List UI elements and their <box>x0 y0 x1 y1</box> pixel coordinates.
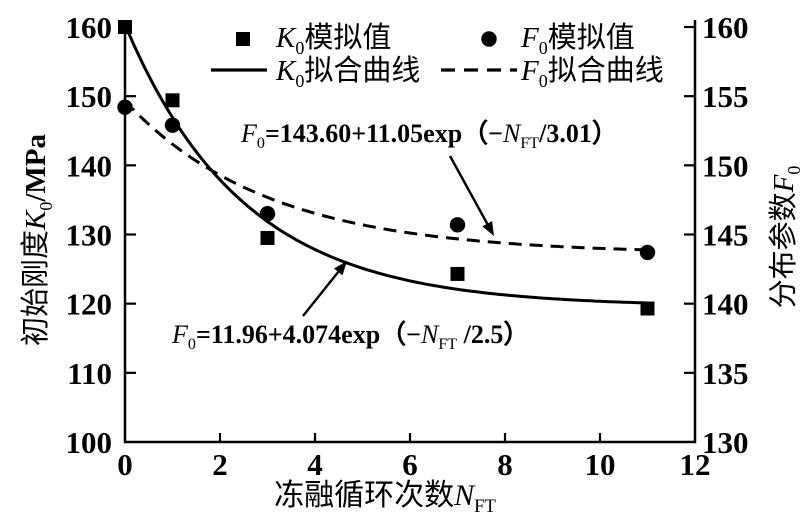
eq-open-paren: （− <box>380 320 421 349</box>
right-axis-title: 分布参数F0 <box>760 165 804 309</box>
eq-nvar: N <box>502 119 521 148</box>
k0-sim-point <box>118 20 132 34</box>
legend-item-f0-fit: F0拟合曲线 <box>521 55 664 91</box>
eq-nsub: FT <box>438 336 458 354</box>
eq-sub: 0 <box>256 135 265 153</box>
y-left-tick-label: 130 <box>66 218 113 253</box>
y-right-tick-label: 145 <box>702 218 749 253</box>
arrow-to-k0-curve-head <box>334 261 347 276</box>
f0-fit-curve <box>123 99 653 252</box>
right-axis-title-sub: 0 <box>783 165 804 175</box>
legend-item-f0-sim: F0模拟值 <box>521 22 635 58</box>
f0-sim-point <box>449 217 466 233</box>
right-axis-title-cjk: 分布参数 <box>768 192 800 309</box>
arrow-to-f0-curve <box>448 155 491 229</box>
left-axis-title-cjk: 初始刚度 <box>20 229 52 346</box>
legend-var: K <box>276 22 296 54</box>
k0-sim-point <box>165 93 180 108</box>
legend-sub: 0 <box>538 37 548 58</box>
left-axis-title-unit: /MPa <box>20 134 52 202</box>
eq-body: =11.96+4.074exp <box>195 320 381 349</box>
legend-circle-marker <box>481 31 497 47</box>
left-axis-title: 初始刚度K0/MPa <box>12 134 56 346</box>
y-left-tick-label: 120 <box>66 287 113 322</box>
legend-square-marker <box>236 32 250 46</box>
y-right-tick-label: 140 <box>702 287 749 322</box>
y-right-tick-label: 130 <box>702 425 749 460</box>
legend-var: F <box>521 22 539 54</box>
legend-text: 模拟值 <box>304 22 392 54</box>
f0-sim-point <box>639 244 656 261</box>
legend-var: F <box>521 55 539 87</box>
y-left-tick-label: 100 <box>66 425 113 460</box>
y-left-tick-label: 160 <box>66 10 113 45</box>
left-axis-title-var: K <box>20 210 52 230</box>
arrow-to-f0-curve-head <box>482 221 494 236</box>
x-axis-title-cjk: 冻融循环次数 <box>274 479 455 512</box>
x-axis-title-var: N <box>454 479 475 512</box>
x-tick-label: 12 <box>680 447 711 482</box>
x-tick-label: 8 <box>497 447 513 482</box>
legend-sub: 0 <box>295 37 305 58</box>
legend-text: 拟合曲线 <box>304 55 421 87</box>
y-right-tick-label: 160 <box>702 10 749 45</box>
annotation-f0-equation: F0=143.60+11.05exp（−NFT/3.01） <box>241 119 618 153</box>
x-tick-label: 0 <box>117 447 133 482</box>
f0-sim-point <box>164 117 181 133</box>
k0-sim-point <box>450 266 465 281</box>
f0-sim-point <box>117 99 133 115</box>
legend-var: K <box>276 55 296 87</box>
y-right-tick-label: 150 <box>702 148 749 183</box>
eq-close-paren: /3.01） <box>539 119 618 148</box>
eq-open-paren: （− <box>462 119 503 148</box>
eq-close-paren: /2.5） <box>457 320 530 349</box>
f0-sim-point <box>259 206 276 222</box>
k0-sim-point <box>640 301 655 316</box>
legend-sub: 0 <box>538 70 548 91</box>
arrow-to-k0-curve <box>302 267 343 317</box>
right-axis-title-var: F <box>768 174 800 193</box>
y-right-tick-label: 135 <box>702 356 749 391</box>
y-left-tick-label: 140 <box>66 148 113 183</box>
eq-body: =143.60+11.05exp <box>264 119 463 148</box>
legend-text: 拟合曲线 <box>547 55 664 87</box>
x-tick-label: 4 <box>307 447 323 482</box>
eq-nsub: FT <box>520 135 540 153</box>
k0-sim-point <box>260 230 275 245</box>
eq-nvar: N <box>420 320 439 349</box>
legend-text: 模拟值 <box>547 22 635 54</box>
legend-item-k0-fit: K0拟合曲线 <box>276 55 421 91</box>
x-tick-label: 2 <box>212 447 228 482</box>
legend-sub: 0 <box>295 70 305 91</box>
annotation-k0-equation: F0=11.96+4.074exp（−NFT /2.5） <box>172 320 530 354</box>
eq-sub: 0 <box>187 336 196 354</box>
x-axis-title: 冻融循环次数NFT <box>274 470 496 516</box>
x-tick-label: 6 <box>402 447 418 482</box>
y-left-tick-label: 110 <box>67 356 112 391</box>
y-right-tick-label: 155 <box>702 79 749 114</box>
x-axis-title-sub: FT <box>474 496 496 516</box>
eq-var: F <box>241 119 257 148</box>
legend-item-k0-sim: K0模拟值 <box>276 22 392 58</box>
left-axis-title-sub: 0 <box>35 201 56 211</box>
eq-var: F <box>172 320 188 349</box>
x-tick-label: 10 <box>585 447 616 482</box>
y-left-tick-label: 150 <box>66 79 113 114</box>
